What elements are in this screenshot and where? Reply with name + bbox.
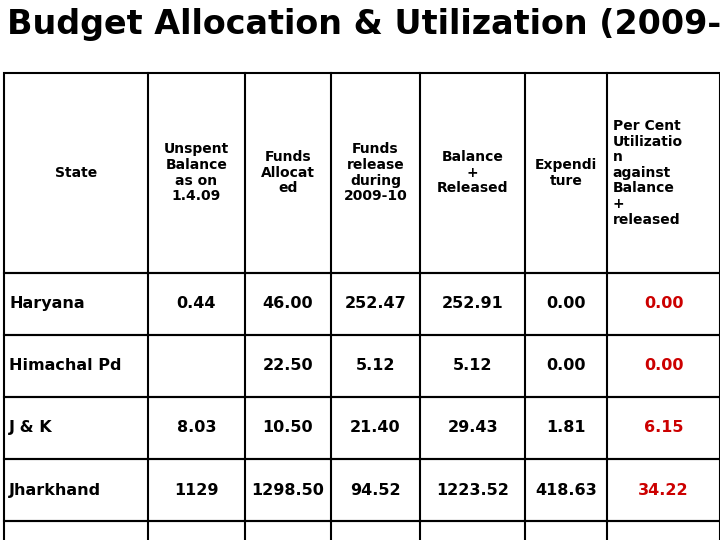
Text: Balance
+
Released: Balance + Released <box>437 150 508 195</box>
Text: Expendi
ture: Expendi ture <box>535 158 598 187</box>
Text: Jharkhand: Jharkhand <box>9 483 102 497</box>
Text: 0.00: 0.00 <box>546 359 586 373</box>
Text: Budget Allocation & Utilization (2009-10) (3): Budget Allocation & Utilization (2009-10… <box>7 8 720 41</box>
Text: 418.63: 418.63 <box>536 483 597 497</box>
Text: 252.91: 252.91 <box>442 296 503 311</box>
Text: 10.50: 10.50 <box>263 421 313 435</box>
Text: Per Cent
Utilizatio
n
against
Balance
+
released: Per Cent Utilizatio n against Balance + … <box>613 119 683 227</box>
Text: 5.12: 5.12 <box>356 359 395 373</box>
Text: Funds
Allocat
ed: Funds Allocat ed <box>261 150 315 195</box>
Text: State: State <box>55 166 96 180</box>
Text: Unspent
Balance
as on
1.4.09: Unspent Balance as on 1.4.09 <box>163 143 229 203</box>
Text: 0.44: 0.44 <box>176 296 216 311</box>
Text: Haryana: Haryana <box>9 296 85 311</box>
Text: 29.43: 29.43 <box>447 421 498 435</box>
Text: 94.52: 94.52 <box>350 483 401 497</box>
Text: 5.12: 5.12 <box>453 359 492 373</box>
Text: 0.00: 0.00 <box>644 296 683 311</box>
Text: 8.03: 8.03 <box>176 421 216 435</box>
Text: Funds
release
during
2009-10: Funds release during 2009-10 <box>343 143 408 203</box>
Text: 1298.50: 1298.50 <box>251 483 324 497</box>
Text: 1223.52: 1223.52 <box>436 483 509 497</box>
Text: J & K: J & K <box>9 421 53 435</box>
Text: 0.00: 0.00 <box>644 359 683 373</box>
Text: 1.81: 1.81 <box>546 421 586 435</box>
Text: 6.15: 6.15 <box>644 421 683 435</box>
Text: Himachal Pd: Himachal Pd <box>9 359 122 373</box>
Text: 1129: 1129 <box>174 483 219 497</box>
Text: 22.50: 22.50 <box>263 359 313 373</box>
Text: 34.22: 34.22 <box>638 483 689 497</box>
Text: 252.47: 252.47 <box>345 296 406 311</box>
Text: 46.00: 46.00 <box>263 296 313 311</box>
Text: 0.00: 0.00 <box>546 296 586 311</box>
Text: 21.40: 21.40 <box>350 421 401 435</box>
